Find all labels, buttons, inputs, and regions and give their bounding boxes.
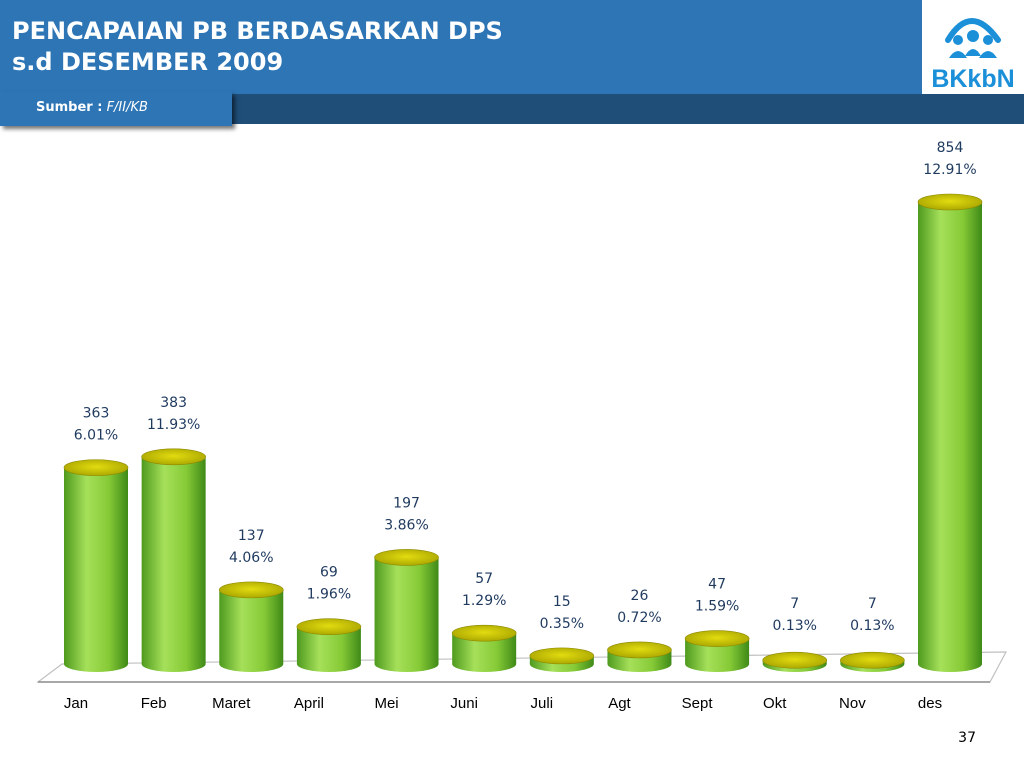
value-label: 854 xyxy=(937,140,964,156)
x-tick-label: Mei xyxy=(374,695,398,712)
bar-top xyxy=(762,651,828,669)
bar-nov xyxy=(840,651,905,672)
bar-feb xyxy=(141,448,206,672)
bar-top xyxy=(63,459,129,476)
value-label: 47 xyxy=(708,577,726,593)
value-label: 363 xyxy=(83,406,110,422)
page-title: PENCAPAIAN PB BERDASARKAN DPS s.d DESEMB… xyxy=(12,16,503,78)
logo-text: BKkbN xyxy=(931,65,1014,93)
percent-label: 1.96% xyxy=(307,587,351,603)
bar-juli xyxy=(529,647,595,672)
bar-top xyxy=(529,647,595,665)
bar-top xyxy=(218,581,284,599)
value-label: 26 xyxy=(631,588,649,604)
x-tick-label: Agt xyxy=(608,695,631,712)
x-tick-label: Okt xyxy=(763,695,787,712)
value-label: 69 xyxy=(320,565,338,581)
bar-agt xyxy=(607,641,672,672)
bar-top xyxy=(684,630,750,647)
percent-label: 0.72% xyxy=(617,610,661,626)
percent-label: 0.13% xyxy=(772,618,816,634)
value-label: 7 xyxy=(790,596,799,612)
bkkbn-logo: BKkbN xyxy=(922,0,1024,94)
bar-jan xyxy=(63,459,129,672)
value-label: 197 xyxy=(393,495,420,511)
value-label: 383 xyxy=(160,395,187,411)
bar-top xyxy=(451,624,517,642)
bar-top xyxy=(917,193,983,211)
x-tick-label: Sept xyxy=(682,695,714,712)
bar-body xyxy=(219,589,284,672)
bar-body xyxy=(685,638,750,672)
x-tick-label: Juni xyxy=(450,695,478,712)
x-tick-label: Maret xyxy=(212,695,251,712)
percent-label: 3.86% xyxy=(384,517,428,533)
title-line-2: s.d DESEMBER 2009 xyxy=(12,48,284,76)
percent-label: 6.01% xyxy=(74,428,118,444)
x-tick-label: Nov xyxy=(839,695,866,712)
percent-label: 1.29% xyxy=(462,593,506,609)
x-tick-label: April xyxy=(294,695,324,712)
bar-body xyxy=(64,467,128,672)
source-value: F/II/KB xyxy=(106,100,148,115)
bars-group xyxy=(63,193,983,672)
source-label: Sumber : xyxy=(36,100,103,115)
value-label: 137 xyxy=(238,528,265,544)
bar-des xyxy=(917,193,983,672)
bar-top xyxy=(141,448,206,466)
source-note: Sumber : F/II/KB xyxy=(36,100,148,115)
value-label: 7 xyxy=(868,596,877,612)
x-tick-label: Jan xyxy=(64,695,88,712)
percent-label: 0.13% xyxy=(850,618,894,634)
x-tick-label: Juli xyxy=(531,695,554,712)
value-label: 15 xyxy=(553,594,571,610)
value-label: 57 xyxy=(475,571,493,587)
bar-sept xyxy=(684,630,750,672)
bar-body xyxy=(374,557,439,672)
page-number: 37 xyxy=(958,730,976,746)
bar-body xyxy=(452,633,517,672)
bar-maret xyxy=(218,581,284,672)
title-line-1: PENCAPAIAN PB BERDASARKAN DPS xyxy=(12,17,503,45)
percent-label: 11.93% xyxy=(147,417,200,433)
bar-body xyxy=(141,456,206,672)
percent-label: 0.35% xyxy=(540,616,584,632)
source-tab: Sumber : F/II/KB xyxy=(0,92,232,126)
title-banner: PENCAPAIAN PB BERDASARKAN DPS s.d DESEMB… xyxy=(0,0,922,94)
bar-juni xyxy=(451,624,517,672)
percent-label: 12.91% xyxy=(923,162,976,178)
bar-top xyxy=(607,641,672,659)
bar-body xyxy=(918,202,982,672)
bar-top xyxy=(296,618,362,635)
labels-group: 363 6.01% Jan 383 11.93% Feb 137 4.06% Maret 69 1.… xyxy=(64,140,977,712)
x-tick-label: Feb xyxy=(141,695,167,712)
bar-april xyxy=(296,618,362,672)
bar-mei xyxy=(374,549,439,672)
bar-okt xyxy=(762,651,828,672)
family-figures-icon: BKkbN xyxy=(931,18,1015,93)
x-tick-label: des xyxy=(918,695,942,712)
percent-label: 1.59% xyxy=(695,599,739,615)
bar-body xyxy=(296,626,361,672)
bar-top xyxy=(840,651,905,669)
percent-label: 4.06% xyxy=(229,550,273,566)
bar-top xyxy=(374,549,439,566)
